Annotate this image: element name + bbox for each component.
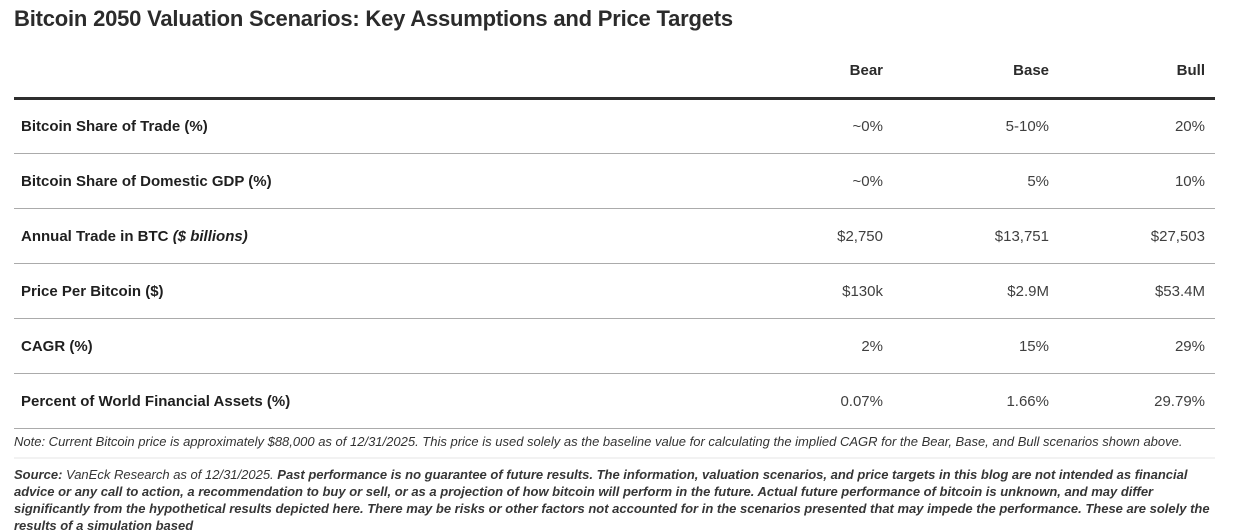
row-label: Annual Trade in BTC ($ billions) <box>14 208 717 264</box>
row-label: Bitcoin Share of Trade (%) <box>14 98 717 154</box>
column-header-bull: Bull <box>1049 32 1215 100</box>
bear-value: $2,750 <box>717 208 883 264</box>
page-title: Bitcoin 2050 Valuation Scenarios: Key As… <box>14 6 733 31</box>
header-metric-empty <box>14 32 717 100</box>
table-row: Percent of World Financial Assets (%) 0.… <box>14 373 1215 429</box>
column-header-base: Base <box>883 32 1049 100</box>
disclaimer: Source: VanEck Research as of 12/31/2025… <box>14 466 1215 530</box>
bull-value: $53.4M <box>1049 263 1215 319</box>
bear-value: 2% <box>717 318 883 374</box>
base-value: 15% <box>883 318 1049 374</box>
bear-value: ~0% <box>717 98 883 154</box>
row-label: Bitcoin Share of Domestic GDP (%) <box>14 153 717 209</box>
table-header-row: Bear Base Bull <box>14 32 1215 100</box>
column-header-bear: Bear <box>717 32 883 100</box>
table-row: Bitcoin Share of Domestic GDP (%) ~0% 5%… <box>14 153 1215 209</box>
footnote-divider <box>14 457 1215 459</box>
table-body: Bitcoin Share of Trade (%) ~0% 5-10% 20%… <box>14 98 1215 429</box>
table-row: CAGR (%) 2% 15% 29% <box>14 318 1215 374</box>
bear-value: ~0% <box>717 153 883 209</box>
base-value: 5-10% <box>883 98 1049 154</box>
bear-value: $130k <box>717 263 883 319</box>
row-label: Price Per Bitcoin ($) <box>14 263 717 319</box>
bull-value: 29.79% <box>1049 373 1215 429</box>
disclaimer-body: Past performance is no guarantee of futu… <box>14 467 1210 530</box>
base-value: $2.9M <box>883 263 1049 319</box>
base-value: 1.66% <box>883 373 1049 429</box>
base-value: $13,751 <box>883 208 1049 264</box>
table-header: Bear Base Bull <box>14 32 1215 100</box>
valuation-scenarios-table: Bear Base Bull Bitcoin Share of Trade (%… <box>14 32 1215 429</box>
disclaimer-source-text: VanEck Research as of 12/31/2025. <box>62 467 278 482</box>
base-value: 5% <box>883 153 1049 209</box>
table-row: Bitcoin Share of Trade (%) ~0% 5-10% 20% <box>14 98 1215 154</box>
row-label: Percent of World Financial Assets (%) <box>14 373 717 429</box>
table-note: Note: Current Bitcoin price is approxima… <box>14 434 1183 449</box>
table-row: Annual Trade in BTC ($ billions) $2,750 … <box>14 208 1215 264</box>
bull-value: 29% <box>1049 318 1215 374</box>
bull-value: 20% <box>1049 98 1215 154</box>
row-label: CAGR (%) <box>14 318 717 374</box>
bull-value: $27,503 <box>1049 208 1215 264</box>
bull-value: 10% <box>1049 153 1215 209</box>
bear-value: 0.07% <box>717 373 883 429</box>
disclaimer-source-label: Source: <box>14 467 63 482</box>
table-row: Price Per Bitcoin ($) $130k $2.9M $53.4M <box>14 263 1215 319</box>
